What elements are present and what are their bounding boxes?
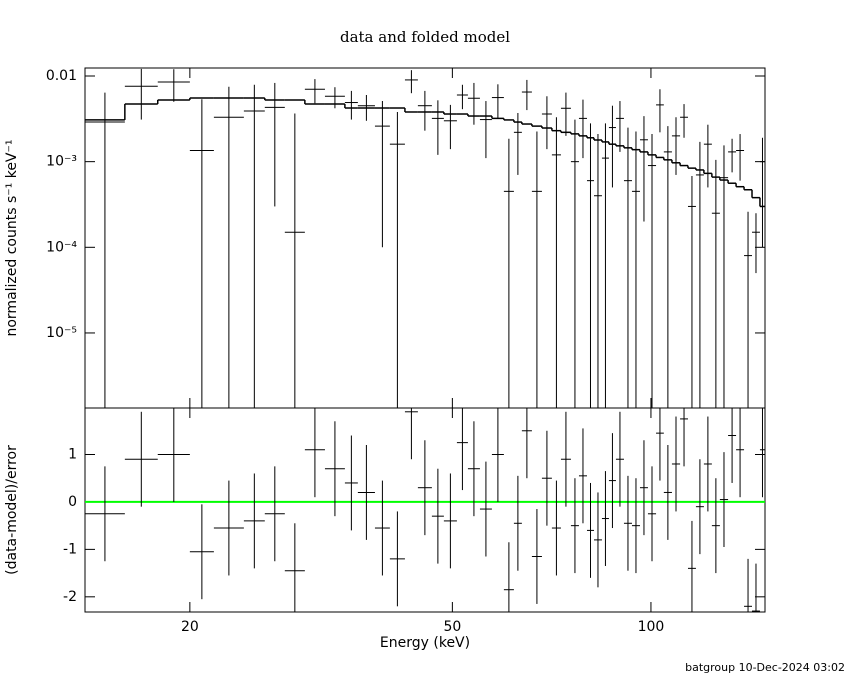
y-tick-label: 10⁻⁴ bbox=[46, 239, 77, 255]
y-tick-label: 10⁻⁵ bbox=[46, 325, 77, 341]
y-tick-label: -1 bbox=[63, 541, 77, 557]
y-tick-label: 0 bbox=[68, 494, 77, 510]
y-tick-label: 10⁻³ bbox=[46, 154, 77, 170]
plot-area bbox=[85, 408, 765, 612]
x-axis-label: Energy (keV) bbox=[380, 635, 470, 651]
x-tick-label: 100 bbox=[638, 619, 665, 635]
x-tick-label: 20 bbox=[181, 619, 199, 635]
footer: batgroup 10-Dec-2024 03:02 bbox=[685, 661, 845, 674]
x-tick-label: 50 bbox=[443, 619, 461, 635]
plot-area bbox=[85, 68, 765, 408]
y-tick-label: -2 bbox=[63, 589, 77, 605]
y-tick-label: 1 bbox=[68, 446, 77, 462]
y-axis-label: normalized counts s⁻¹ keV⁻¹ bbox=[4, 139, 20, 336]
y-tick-label: 0.01 bbox=[46, 68, 77, 84]
panel-frame bbox=[84, 407, 766, 613]
y-axis-label: (data-model)/error bbox=[4, 445, 20, 575]
chart-title: data and folded model bbox=[340, 28, 510, 46]
